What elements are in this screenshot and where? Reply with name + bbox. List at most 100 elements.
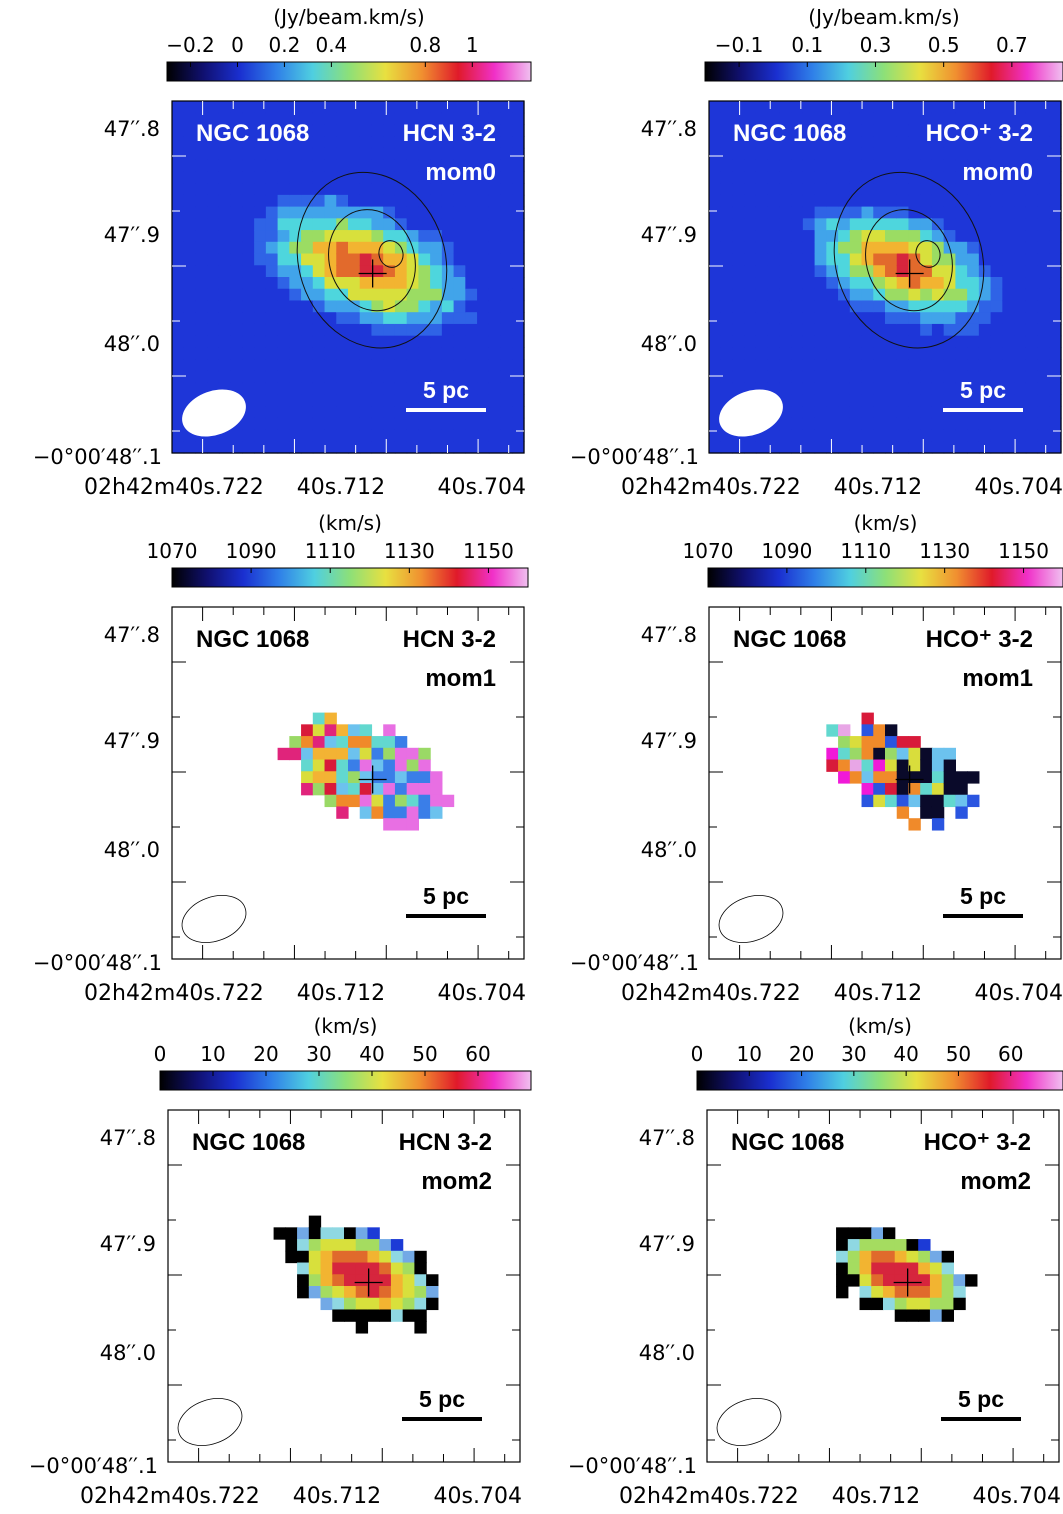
map-pixel <box>836 1250 849 1264</box>
map-pixel <box>195 124 208 137</box>
map-pixel <box>277 101 290 114</box>
map-pixel <box>1014 159 1027 172</box>
map-pixel <box>791 147 804 161</box>
map-pixel <box>289 429 302 442</box>
map-pixel <box>336 194 349 208</box>
map-pixel <box>709 159 722 172</box>
map-pixel <box>920 136 933 149</box>
map-pixel <box>312 759 326 772</box>
map-pixel <box>896 136 910 149</box>
map-pixel <box>242 218 255 231</box>
map-pixel <box>920 347 933 360</box>
map-pixel <box>242 206 255 219</box>
map-pixel <box>265 218 279 231</box>
map-pixel <box>849 300 863 313</box>
map-pixel <box>500 253 513 266</box>
ra-label: 40s.704 <box>975 475 1063 500</box>
map-pixel <box>183 218 197 231</box>
map-pixel <box>441 124 455 137</box>
map-pixel <box>1002 171 1015 184</box>
map-pixel <box>172 277 185 290</box>
map-pixel <box>955 171 968 184</box>
map-pixel <box>359 101 373 114</box>
map-pixel <box>477 406 490 419</box>
map-pixel <box>814 347 827 360</box>
map-pixel <box>441 312 455 325</box>
map-pixel <box>990 218 1003 231</box>
map-pixel <box>453 429 466 442</box>
map-pixel <box>336 359 349 372</box>
map-pixel <box>289 347 302 360</box>
colorbar-tick-label: 0 <box>231 33 244 57</box>
map-pixel <box>990 183 1003 196</box>
map-pixel <box>861 112 874 126</box>
map-pixel <box>242 147 255 161</box>
map-pixel <box>430 335 443 348</box>
map-pixel <box>836 1227 849 1240</box>
map-pixel <box>779 171 792 184</box>
map-pixel <box>488 218 502 231</box>
map-pixel <box>1025 183 1039 196</box>
map-pixel <box>218 194 232 208</box>
map-pixel <box>943 136 956 149</box>
map-pixel <box>320 1227 333 1240</box>
map-pixel <box>390 1274 404 1287</box>
map-pixel <box>1014 277 1027 290</box>
map-pixel <box>430 147 443 161</box>
dec-label: 47′′.8 <box>104 117 160 141</box>
map-pixel <box>359 783 373 796</box>
map-pixel <box>1037 136 1050 149</box>
map-pixel <box>1014 124 1027 137</box>
map-pixel <box>359 370 373 384</box>
map-pixel <box>1014 206 1027 219</box>
map-pixel <box>931 818 945 831</box>
map-pixel <box>383 818 396 831</box>
map-pixel <box>826 206 839 219</box>
map-pixel <box>1049 147 1062 161</box>
map-pixel <box>1025 230 1039 243</box>
map-pixel <box>896 147 910 161</box>
map-pixel <box>277 265 290 278</box>
map-pixel <box>767 300 780 313</box>
map-pixel <box>885 300 898 313</box>
map-pixel <box>791 241 804 255</box>
map-pixel <box>172 370 185 384</box>
map-pixel <box>465 206 478 219</box>
colorbar-tick-label: 30 <box>306 1042 331 1066</box>
map-pixel <box>896 429 910 442</box>
map-pixel <box>894 1250 908 1264</box>
map-pixel <box>990 323 1003 337</box>
map-pixel <box>371 218 384 231</box>
map-pixel <box>441 347 455 360</box>
map-pixel <box>720 147 734 161</box>
map-pixel <box>908 441 921 454</box>
map-pixel <box>791 171 804 184</box>
map-pixel <box>849 359 863 372</box>
map-pixel <box>312 429 326 442</box>
map-pixel <box>849 265 863 278</box>
map-pixel <box>1037 323 1050 337</box>
map-pixel <box>312 147 326 161</box>
map-pixel <box>344 1250 357 1264</box>
map-pixel <box>289 218 302 231</box>
map-pixel <box>779 300 792 313</box>
map-pixel <box>394 747 408 761</box>
map-pixel <box>885 112 898 126</box>
map-pixel <box>978 347 992 360</box>
beam-ellipse <box>177 1398 243 1446</box>
map-pixel <box>312 300 326 313</box>
map-pixel <box>885 323 898 337</box>
map-pixel <box>814 359 827 372</box>
map-pixel <box>908 136 921 149</box>
map-pixel <box>371 335 384 348</box>
map-pixel <box>359 300 373 313</box>
map-pixel <box>885 347 898 360</box>
map-pixel <box>814 206 827 219</box>
map-pixel <box>967 370 980 384</box>
map-pixel <box>441 323 455 337</box>
map-pixel <box>500 300 513 313</box>
map-pixel <box>242 429 255 442</box>
map-pixel <box>301 194 314 208</box>
